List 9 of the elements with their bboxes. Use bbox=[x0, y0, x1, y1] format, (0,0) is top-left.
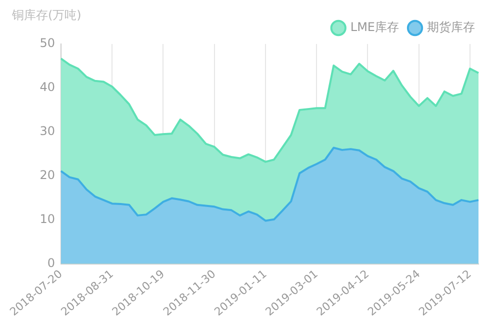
legend-label: LME库存 bbox=[350, 20, 400, 34]
y-tick-label: 40 bbox=[40, 80, 55, 94]
legend-label: 期货库存 bbox=[427, 20, 475, 34]
y-tick-label: 20 bbox=[40, 168, 55, 182]
y-tick-label: 50 bbox=[40, 36, 55, 50]
y-tick-label: 30 bbox=[40, 124, 55, 138]
y-tick-label: 10 bbox=[40, 212, 55, 226]
y-tick-label: 0 bbox=[47, 256, 55, 270]
y-axis-title: 铜库存(万吨) bbox=[11, 8, 82, 22]
